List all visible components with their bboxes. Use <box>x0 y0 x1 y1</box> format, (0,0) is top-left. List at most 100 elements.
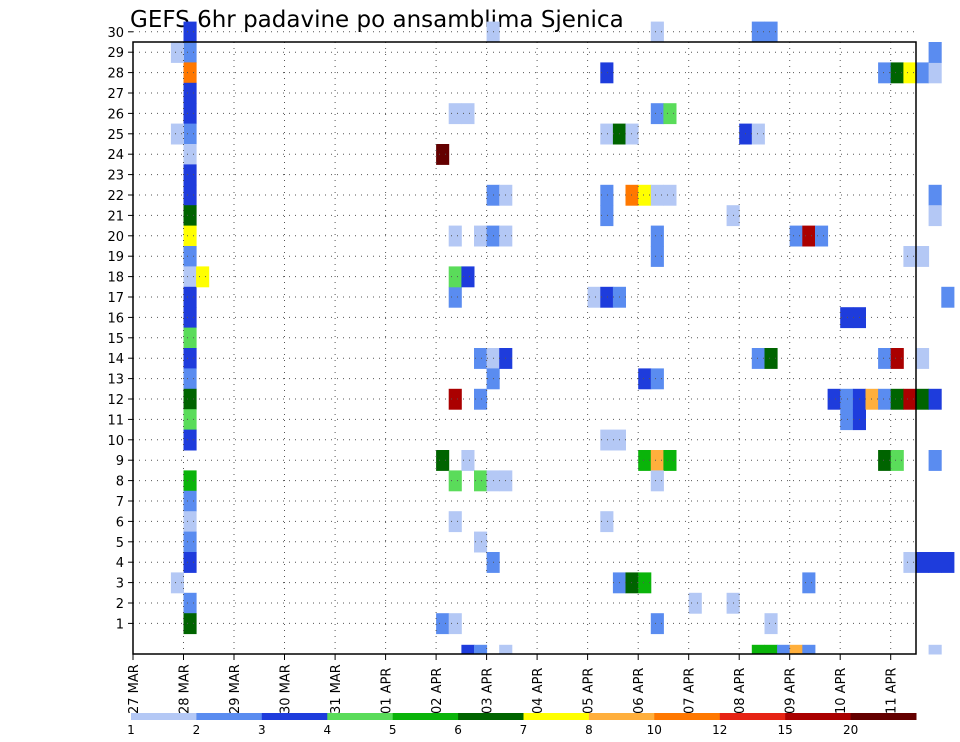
heatmap-cell <box>474 531 488 553</box>
heatmap-cell <box>170 123 184 145</box>
heatmap-cell <box>802 644 816 655</box>
heatmap-cell <box>600 286 614 308</box>
heatmap-cell <box>448 388 462 410</box>
heatmap-cell <box>802 225 816 247</box>
heatmap-cell <box>183 205 197 227</box>
heatmap-cell <box>183 552 197 573</box>
x-tick-label: 10 APR <box>834 668 849 714</box>
heatmap-cell <box>183 21 197 43</box>
legend-swatch <box>392 713 459 720</box>
heatmap-cell <box>840 409 854 431</box>
legend-label: 8 <box>585 723 593 737</box>
heatmap-cell <box>928 42 942 63</box>
heatmap-cell <box>890 62 904 84</box>
heatmap-cell <box>170 572 184 594</box>
heatmap-cell <box>448 225 462 247</box>
heatmap-cell <box>474 644 488 655</box>
heatmap-cell <box>751 644 765 655</box>
heatmap-cell <box>448 286 462 308</box>
y-tick-label: 26 <box>107 107 124 122</box>
heatmap-cell <box>183 531 197 553</box>
legend-label: 12 <box>712 723 727 737</box>
x-tick-label: 28 MAR <box>178 664 193 714</box>
legend-swatch <box>327 713 394 720</box>
heatmap-cell <box>170 42 184 63</box>
y-tick-label: 20 <box>107 230 124 245</box>
heatmap-cell <box>928 388 942 410</box>
heatmap-cell <box>600 123 614 145</box>
x-tick-label: 11 APR <box>885 668 900 714</box>
heatmap-cell <box>183 286 197 308</box>
heatmap-cell <box>474 225 488 247</box>
heatmap-cell <box>587 286 601 308</box>
x-tick-label: 04 APR <box>531 668 546 714</box>
y-tick-label: 10 <box>107 434 124 449</box>
heatmap-cell <box>436 613 450 635</box>
heatmap-cell <box>764 21 778 43</box>
y-tick-label: 17 <box>107 291 124 306</box>
y-tick-label: 1 <box>116 617 124 632</box>
legend-swatch <box>588 713 655 720</box>
heatmap-cell <box>638 450 652 471</box>
legend-label: 2 <box>193 723 201 737</box>
heatmap-cell <box>183 613 197 635</box>
legend-swatch <box>196 713 263 720</box>
x-tick-label: 07 APR <box>683 668 698 714</box>
heatmap-cell <box>815 225 829 247</box>
y-tick-label: 22 <box>107 189 124 204</box>
heatmap-cell <box>903 388 917 410</box>
heatmap-cell <box>638 572 652 594</box>
heatmap-cell <box>928 552 942 573</box>
legend-swatch <box>458 713 524 720</box>
heatmap-cell <box>499 644 513 655</box>
heatmap-cell <box>650 246 664 267</box>
heatmap-cell <box>764 644 778 655</box>
heatmap-cell <box>916 62 930 84</box>
heatmap-cell <box>183 490 197 512</box>
y-tick-label: 21 <box>107 209 124 224</box>
legend-swatch <box>131 713 197 720</box>
heatmap-cell <box>663 450 677 471</box>
grid-lines <box>132 31 916 654</box>
y-tick-label: 29 <box>107 46 124 61</box>
heatmap-cell <box>650 103 664 125</box>
legend-label: 5 <box>389 723 397 737</box>
heatmap-cell <box>183 368 197 390</box>
y-tick-label: 18 <box>107 271 124 286</box>
heatmap-cell <box>625 184 639 206</box>
y-tick-label: 12 <box>107 393 124 408</box>
chart-title: GEFS 6hr padavine po ansamblima Sjenica <box>130 7 624 33</box>
heatmap-cell <box>663 184 677 206</box>
x-tick-label: 05 APR <box>582 668 597 714</box>
heatmap-cell <box>663 103 677 125</box>
heatmap-cells <box>170 21 955 655</box>
heatmap-cell <box>878 62 892 84</box>
heatmap-cell <box>183 470 197 492</box>
x-tick-label: 29 MAR <box>228 664 243 714</box>
heatmap-cell <box>183 307 197 329</box>
heatmap-cell <box>183 511 197 533</box>
heatmap-cell <box>183 225 197 247</box>
heatmap-cell <box>840 307 854 329</box>
heatmap-cell <box>474 470 488 492</box>
legend-label: 15 <box>778 723 793 737</box>
y-tick-label: 3 <box>116 577 124 592</box>
heatmap-cell <box>650 470 664 492</box>
heatmap-cell <box>802 572 816 594</box>
heatmap-cell <box>840 388 854 410</box>
x-tick-label: 31 MAR <box>329 664 344 714</box>
heatmap-cell <box>183 388 197 410</box>
heatmap-cell <box>474 388 488 410</box>
heatmap-cell <box>183 348 197 369</box>
heatmap-cell <box>600 511 614 533</box>
legend-label: 1 <box>127 723 135 737</box>
heatmap-cell <box>650 184 664 206</box>
y-tick-label: 2 <box>116 597 124 612</box>
heatmap-cell <box>196 266 210 288</box>
heatmap-cell <box>448 613 462 635</box>
heatmap-cell <box>764 613 778 635</box>
heatmap-cell <box>183 164 197 186</box>
x-tick-label: 09 APR <box>784 668 799 714</box>
heatmap-cell <box>183 144 197 165</box>
y-tick-label: 6 <box>116 515 124 530</box>
